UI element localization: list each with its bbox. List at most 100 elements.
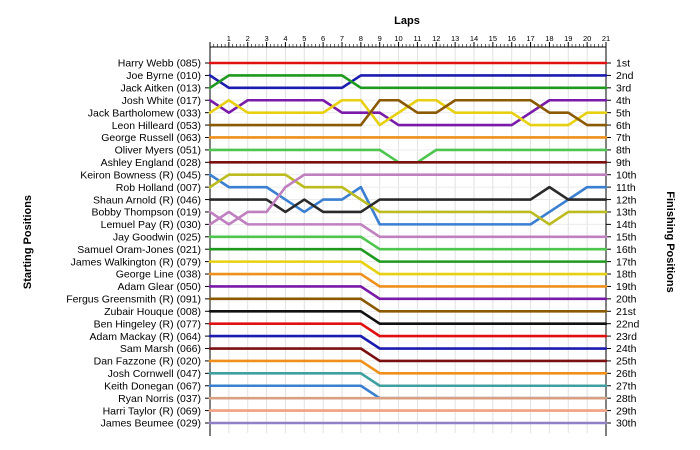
series-line-21 (208, 309, 608, 325)
driver-label: James Beumee (029) (101, 418, 201, 430)
driver-label: Jack Aitken (013) (120, 83, 201, 95)
y-axis-label-left: Starting Positions (22, 195, 34, 289)
series-line-19 (208, 285, 608, 301)
series-line-26 (208, 372, 608, 388)
x-tick-label: 3 (264, 34, 268, 43)
driver-label: Ben Hingeley (R) (077) (94, 318, 201, 330)
series-line-15 (208, 235, 608, 251)
driver-label: Jay Goodwin (025) (113, 231, 201, 243)
series-group (208, 61, 608, 425)
x-tick-label: 21 (602, 34, 610, 43)
chart-title: Laps (394, 15, 420, 27)
series-line-25 (208, 359, 608, 375)
x-tick-label: 18 (545, 34, 553, 43)
x-tick-label: 12 (432, 34, 440, 43)
driver-label: Bobby Thompson (019) (91, 207, 201, 219)
driver-label: Josh White (017) (122, 95, 201, 107)
series-line-16 (208, 247, 608, 263)
finish-label: 28th (616, 393, 637, 405)
x-tick-label: 8 (359, 34, 363, 43)
driver-label: James Walkington (R) (079) (71, 256, 201, 268)
finish-label: 30th (616, 418, 637, 430)
finish-label: 17th (616, 256, 637, 268)
x-tick-label: 6 (321, 34, 325, 43)
finish-label: 19th (616, 281, 637, 293)
series-line-3 (208, 74, 608, 90)
series-line-8 (208, 148, 608, 164)
series-line-18 (208, 272, 608, 288)
driver-label: Adam Glear (050) (118, 281, 201, 293)
finish-label: 4th (616, 95, 631, 107)
driver-label: Ryan Norris (037) (118, 393, 201, 405)
driver-label: George Russell (063) (101, 132, 201, 144)
finish-label: 14th (616, 219, 637, 231)
driver-label: Jack Bartholomew (033) (88, 107, 201, 119)
finish-label: 11th (616, 182, 636, 194)
finish-label: 25th (616, 356, 637, 368)
driver-label: Keiron Bowness (R) (045) (80, 169, 201, 181)
y-axis-label-right: Finishing Positions (664, 191, 676, 292)
series-line-6 (208, 98, 608, 127)
driver-label: Josh Cornwell (047) (108, 368, 201, 380)
x-tick-label: 14 (470, 34, 478, 43)
finish-label: 8th (616, 145, 631, 157)
x-tick-label: 19 (564, 34, 572, 43)
finish-label: 26th (616, 368, 637, 380)
driver-label: Rob Holland (007) (116, 182, 201, 194)
finish-label: 13th (616, 207, 637, 219)
driver-label: Keith Donegan (067) (104, 380, 201, 392)
x-tick-label: 9 (378, 34, 382, 43)
finish-label: 27th (616, 380, 637, 392)
finish-label: 18th (616, 269, 637, 281)
finish-label: 22nd (616, 318, 640, 330)
series-line-12 (208, 185, 608, 214)
series-line-13 (208, 173, 608, 226)
finish-label: 24th (616, 343, 637, 355)
driver-label: Ashley England (028) (101, 157, 201, 169)
driver-label: George Line (038) (116, 269, 201, 281)
finish-label: 9th (616, 157, 631, 169)
x-tick-label: 4 (283, 34, 287, 43)
labels-group: Harry Webb (085)Joe Byrne (010)Jack Aitk… (66, 58, 639, 430)
series-line-17 (208, 260, 608, 276)
driver-label: Adam Mackay (R) (064) (90, 331, 201, 343)
finish-label: 5th (616, 107, 631, 119)
driver-label: Harry Webb (085) (118, 58, 201, 70)
series-line-24 (208, 347, 608, 363)
series-line-20 (208, 297, 608, 313)
series-line-23 (208, 334, 608, 350)
finish-label: 21st (616, 306, 636, 318)
series-line-2 (208, 74, 608, 90)
x-tick-label: 10 (394, 34, 402, 43)
driver-label: Shaun Arnold (R) (046) (93, 194, 201, 206)
driver-label: Dan Fazzone (R) (020) (94, 356, 201, 368)
driver-label: Harri Taylor (R) (069) (103, 405, 201, 417)
finish-label: 20th (616, 294, 637, 306)
x-tick-label: 1 (227, 34, 231, 43)
driver-label: Sam Marsh (066) (120, 343, 201, 355)
series-line-27 (208, 384, 608, 400)
x-tick-label: 2 (246, 34, 250, 43)
x-tick-label: 20 (583, 34, 591, 43)
driver-label: Joe Byrne (010) (126, 70, 201, 82)
finish-label: 15th (616, 231, 637, 243)
finish-label: 7th (616, 132, 631, 144)
finish-label: 1st (616, 58, 630, 70)
driver-label: Oliver Myers (051) (115, 145, 201, 157)
x-tick-label: 17 (526, 34, 534, 43)
finish-label: 16th (616, 244, 637, 256)
finish-label: 6th (616, 120, 631, 132)
finish-label: 3rd (616, 83, 631, 95)
finish-label: 12th (616, 194, 637, 206)
driver-label: Zubair Houque (008) (104, 306, 201, 318)
finish-label: 23rd (616, 331, 637, 343)
axes: 1 2 3 4 5 6 7 8 9 10 11 12 13 14 15 16 17 18 19 20 21 (205, 34, 611, 436)
driver-label: Fergus Greensmith (R) (091) (66, 294, 201, 306)
series-line-11 (208, 173, 608, 226)
series-line-22 (208, 322, 608, 338)
finish-label: 2nd (616, 70, 634, 82)
finish-label: 10th (616, 169, 637, 181)
x-tick-label: 13 (451, 34, 459, 43)
x-tick-label: 16 (508, 34, 516, 43)
